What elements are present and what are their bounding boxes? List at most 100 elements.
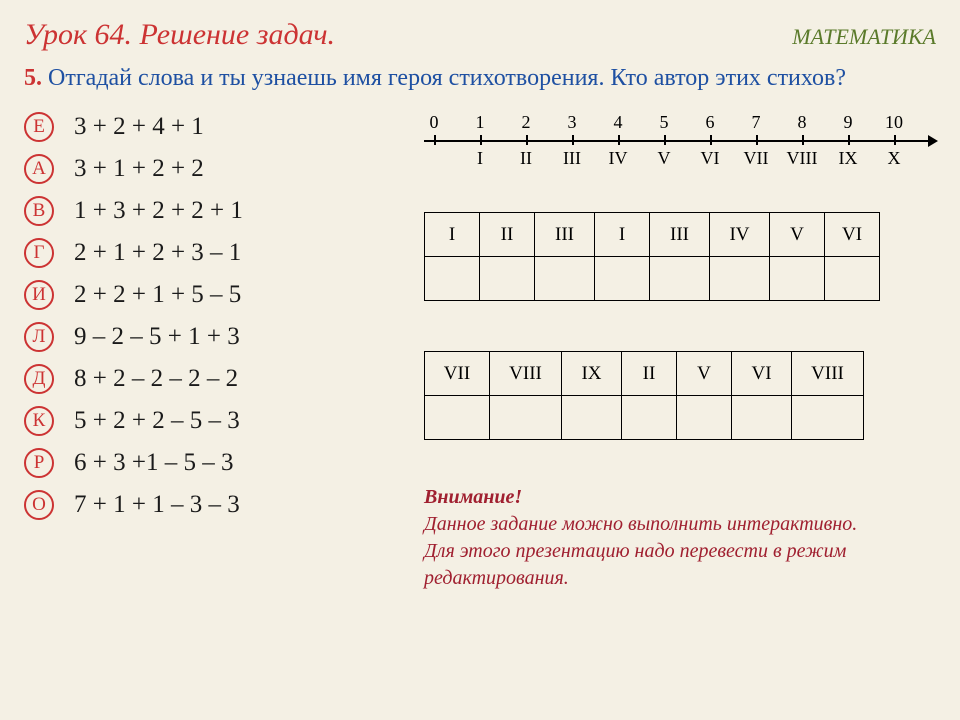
tick-label-bottom: IX xyxy=(839,148,858,169)
note-line-2: Для этого презентацию надо перевести в р… xyxy=(424,540,846,589)
table-answer-cell[interactable] xyxy=(562,396,622,440)
tick-label-bottom: II xyxy=(520,148,532,169)
tick-label-top: 2 xyxy=(522,112,531,133)
number-line: 01I2II3III4IV5V6VI7VII8VIII9IX10X xyxy=(424,112,936,172)
table-header-cell: II xyxy=(622,352,677,396)
expression-row: В 1 + 3 + 2 + 2 + 1 xyxy=(24,196,404,226)
question-number: 5. xyxy=(24,65,42,91)
expression-row: О 7 + 1 + 1 – 3 – 3 xyxy=(24,490,404,520)
table-answer-cell[interactable] xyxy=(677,396,732,440)
tick-label-top: 5 xyxy=(660,112,669,133)
table-header-cell: III xyxy=(535,213,595,257)
letter-circle: Л xyxy=(24,322,54,352)
table-answer-cell[interactable] xyxy=(770,257,825,301)
tick-label-bottom: V xyxy=(658,148,671,169)
table-answer-cell[interactable] xyxy=(710,257,770,301)
letter-circle: Р xyxy=(24,448,54,478)
tick-label-bottom: VII xyxy=(744,148,769,169)
table-answer-cell[interactable] xyxy=(480,257,535,301)
table-answer-cell[interactable] xyxy=(490,396,562,440)
tick-label-top: 10 xyxy=(885,112,903,133)
note-strong: Внимание! xyxy=(424,486,522,508)
table-answer-cell[interactable] xyxy=(650,257,710,301)
expression-row: А 3 + 1 + 2 + 2 xyxy=(24,154,404,184)
expression-text: 2 + 1 + 2 + 3 – 1 xyxy=(74,239,241,267)
table-header-cell: IX xyxy=(562,352,622,396)
table-header-cell: IV xyxy=(710,213,770,257)
table-header-cell: I xyxy=(425,213,480,257)
table-header-cell: VIII xyxy=(792,352,864,396)
table-answer-cell[interactable] xyxy=(792,396,864,440)
expression-row: И 2 + 2 + 1 + 5 – 5 xyxy=(24,280,404,310)
tick-mark xyxy=(526,135,528,145)
table-answer-cell[interactable] xyxy=(732,396,792,440)
table-header-cell: VIII xyxy=(490,352,562,396)
answer-table-2: VIIVIIIIXIIVVIVIII xyxy=(424,351,864,440)
answer-table-1: IIIIIIIIIIIVVVI xyxy=(424,212,880,301)
table-answer-cell[interactable] xyxy=(622,396,677,440)
expressions-column: Е3 + 2 + 4 + 1 А 3 + 1 + 2 + 2 В 1 + 3 + 2 +… xyxy=(24,112,404,592)
expression-text: 5 + 2 + 2 – 5 – 3 xyxy=(74,407,240,435)
tick-mark xyxy=(572,135,574,145)
letter-circle: А xyxy=(24,154,54,184)
expression-text: 2 + 2 + 1 + 5 – 5 xyxy=(74,281,241,309)
table-answer-cell[interactable] xyxy=(535,257,595,301)
table-header-cell: I xyxy=(595,213,650,257)
expression-text: 1 + 3 + 2 + 2 + 1 xyxy=(74,197,243,225)
note-line-1: Данное задание можно выполнить интеракти… xyxy=(424,513,857,535)
tick-label-bottom: I xyxy=(477,148,483,169)
expression-row: К 5 + 2 + 2 – 5 – 3 xyxy=(24,406,404,436)
lesson-title: Урок 64. Решение задач. xyxy=(24,18,335,52)
table-header-cell: III xyxy=(650,213,710,257)
table-answer-cell[interactable] xyxy=(825,257,880,301)
tick-mark xyxy=(848,135,850,145)
expression-text: 7 + 1 + 1 – 3 – 3 xyxy=(74,491,240,519)
arrow-right-icon xyxy=(928,135,938,147)
tick-label-top: 0 xyxy=(430,112,439,133)
table-header-cell: V xyxy=(677,352,732,396)
main-content: Е3 + 2 + 4 + 1 А 3 + 1 + 2 + 2 В 1 + 3 + 2 +… xyxy=(24,112,936,592)
tick-label-bottom: III xyxy=(563,148,581,169)
tick-label-bottom: VIII xyxy=(787,148,818,169)
tick-label-top: 4 xyxy=(614,112,623,133)
tick-mark xyxy=(434,135,436,145)
expression-row: Р 6 + 3 +1 – 5 – 3 xyxy=(24,448,404,478)
numberline-axis xyxy=(424,140,936,142)
expression-row: Л 9 – 2 – 5 + 1 + 3 xyxy=(24,322,404,352)
expression-text: 3 + 1 + 2 + 2 xyxy=(74,155,204,183)
table-header-cell: VI xyxy=(732,352,792,396)
expression-row: Г2 + 1 + 2 + 3 – 1 xyxy=(24,238,404,268)
tick-mark xyxy=(802,135,804,145)
letter-circle: К xyxy=(24,406,54,436)
tick-label-top: 6 xyxy=(706,112,715,133)
header: Урок 64. Решение задач. МАТЕМАТИКА xyxy=(24,18,936,52)
expression-text: 9 – 2 – 5 + 1 + 3 xyxy=(74,323,240,351)
right-column: 01I2II3III4IV5V6VI7VII8VIII9IX10X IIIIII… xyxy=(404,112,936,592)
table-header-cell: V xyxy=(770,213,825,257)
tick-label-top: 1 xyxy=(476,112,485,133)
tick-label-bottom: X xyxy=(888,148,901,169)
tick-mark xyxy=(710,135,712,145)
table-answer-cell[interactable] xyxy=(595,257,650,301)
letter-circle: В xyxy=(24,196,54,226)
table-header-cell: VII xyxy=(425,352,490,396)
expression-text: 8 + 2 – 2 – 2 – 2 xyxy=(74,365,238,393)
expression-row: Е3 + 2 + 4 + 1 xyxy=(24,112,404,142)
tick-label-bottom: VI xyxy=(701,148,720,169)
letter-circle: О xyxy=(24,490,54,520)
letter-circle: И xyxy=(24,280,54,310)
tick-label-top: 3 xyxy=(568,112,577,133)
question-text: 5. Отгадай слова и ты узнаешь имя героя … xyxy=(24,62,936,94)
tick-mark xyxy=(664,135,666,145)
letter-circle: Д xyxy=(24,364,54,394)
tick-mark xyxy=(756,135,758,145)
tick-label-top: 9 xyxy=(844,112,853,133)
expression-text: 6 + 3 +1 – 5 – 3 xyxy=(74,449,233,477)
tick-label-bottom: IV xyxy=(609,148,628,169)
letter-circle: Е xyxy=(24,112,54,142)
tick-mark xyxy=(480,135,482,145)
table-answer-cell[interactable] xyxy=(425,396,490,440)
tick-mark xyxy=(618,135,620,145)
table-answer-cell[interactable] xyxy=(425,257,480,301)
tick-label-top: 8 xyxy=(798,112,807,133)
